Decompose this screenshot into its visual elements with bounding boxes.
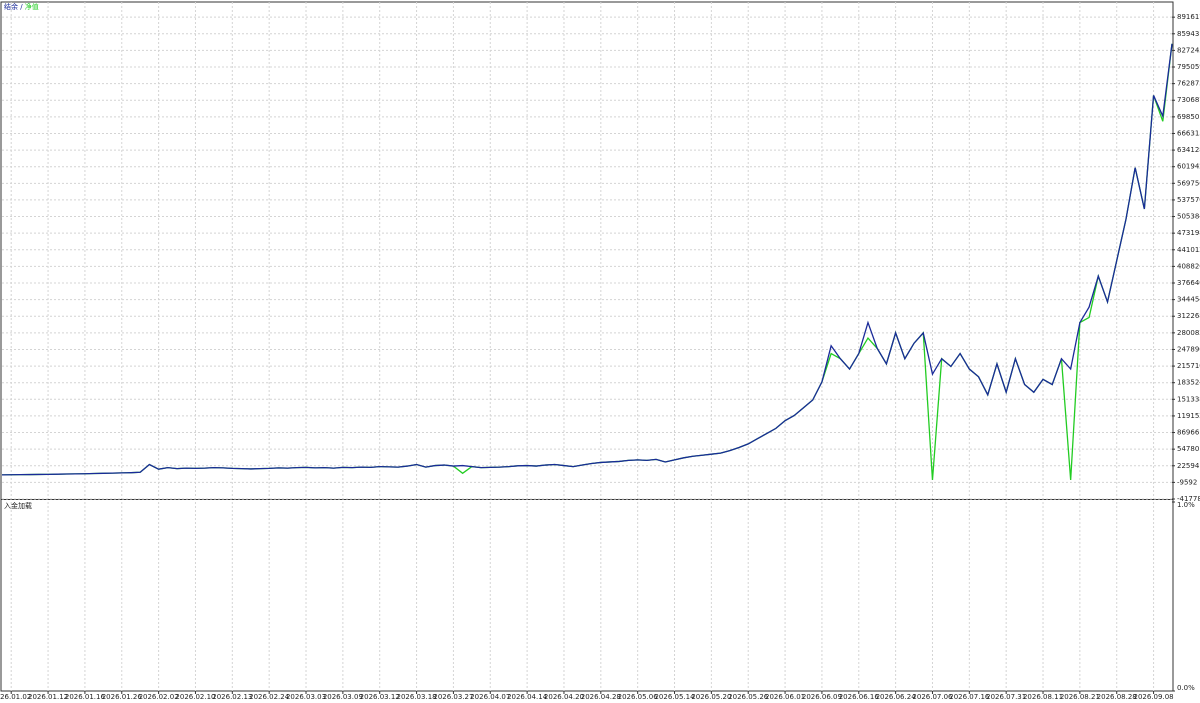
x-tick-label: 2026.08.28 [1097,693,1137,701]
x-tick-label: 2026.02.02 [139,693,179,701]
legend-entry: 净值 [25,2,39,11]
y-tick-label: 312268 [1177,312,1200,320]
x-tick-label: 2026.03.09 [323,693,363,701]
y-tick-label: 408826 [1177,262,1200,270]
y-tick-label: 634128 [1177,146,1200,154]
x-tick-label: 2026.01.16 [65,693,106,701]
y-tick-label: 247896 [1177,345,1200,353]
y-tick-label: 344454 [1177,296,1200,304]
y-tick-label: 891617 [1177,13,1200,21]
x-tick-label: 2026.05.06 [618,693,659,701]
x-tick-label: 2026.05.26 [728,693,769,701]
y-tick-label: 666315 [1177,129,1200,137]
y-tick-label: 119152 [1177,412,1200,420]
x-tick-label: 2026.04.14 [507,693,548,701]
y-tick-label: 569756 [1177,179,1200,187]
y-tick-label: 859431 [1177,30,1200,38]
y-tick-label: 441012 [1177,246,1200,254]
y-tick-label: 795059 [1177,63,1200,71]
x-tick-label: 2026.01.02 [0,693,31,701]
y-tick-label: 473198 [1177,229,1200,237]
x-tick-label: 2026.01.26 [102,693,143,701]
x-tick-label: 2026.02.24 [249,693,290,701]
y-tick-label: 698501 [1177,113,1200,121]
x-tick-label: 2026.01.12 [28,693,68,701]
x-tick-label: 2026.06.24 [876,693,917,701]
x-tick-label: 2026.03.18 [397,693,437,701]
y-tick-label: 215710 [1177,362,1200,370]
y-tick-label: 183524 [1177,379,1200,387]
x-tick-label: 2026.02.10 [175,693,215,701]
y-tick-label: 86966 [1177,429,1200,437]
x-tick-label: 2026.09.08 [1134,693,1174,701]
y-tick-label: -9592 [1177,478,1197,486]
y-tick-label: 22594 [1177,462,1200,470]
y-tick-label: 762873 [1177,80,1200,88]
x-tick-label: 2026.06.09 [802,693,842,701]
legend-separator: / [18,3,25,11]
x-tick-label: 2026.04.28 [581,693,621,701]
y-tick-label: 0.0% [1177,684,1195,692]
legend: 结余 / 净值 [4,2,39,11]
series-line [1,43,1173,476]
plot-frame [0,1,1174,692]
x-tick-label: 2026.07.06 [912,693,953,701]
panel-title: 入金加载 [4,501,32,510]
series-line [1,43,1173,481]
y-tick-label: 376640 [1177,279,1200,287]
x-tick-label: 2026.07.31 [986,693,1026,701]
x-tick-label: 2026.04.20 [544,693,584,701]
x-tick-label: 2026.06.01 [765,693,805,701]
y-tick-label: 827245 [1177,46,1200,54]
x-tick-label: 2026.04.07 [470,693,510,701]
x-tick-label: 2026.05.20 [691,693,731,701]
x-tick-label: 2026.06.16 [839,693,880,701]
x-tick-label: 2026.03.27 [433,693,473,701]
x-tick-label: 2026.08.11 [1023,693,1063,701]
x-tick-label: 2026.02.13 [212,693,252,701]
x-tick-label: 2026.08.21 [1060,693,1100,701]
y-tick-label: 54780 [1177,445,1199,453]
y-tick-label: 601942 [1177,163,1200,171]
x-tick-label: 2026.03.03 [286,693,326,701]
x-tick-label: 2026.07.16 [949,693,990,701]
y-tick-label: 537570 [1177,196,1200,204]
y-tick-label: -41778 [1177,495,1200,503]
y-tick-label: 730687 [1177,96,1200,104]
x-tick-label: 2026.05.14 [654,693,695,701]
x-tick-label: 2026.03.12 [360,693,400,701]
y-tick-label: 1.0% [1177,501,1195,509]
y-tick-label: 151338 [1177,395,1200,403]
